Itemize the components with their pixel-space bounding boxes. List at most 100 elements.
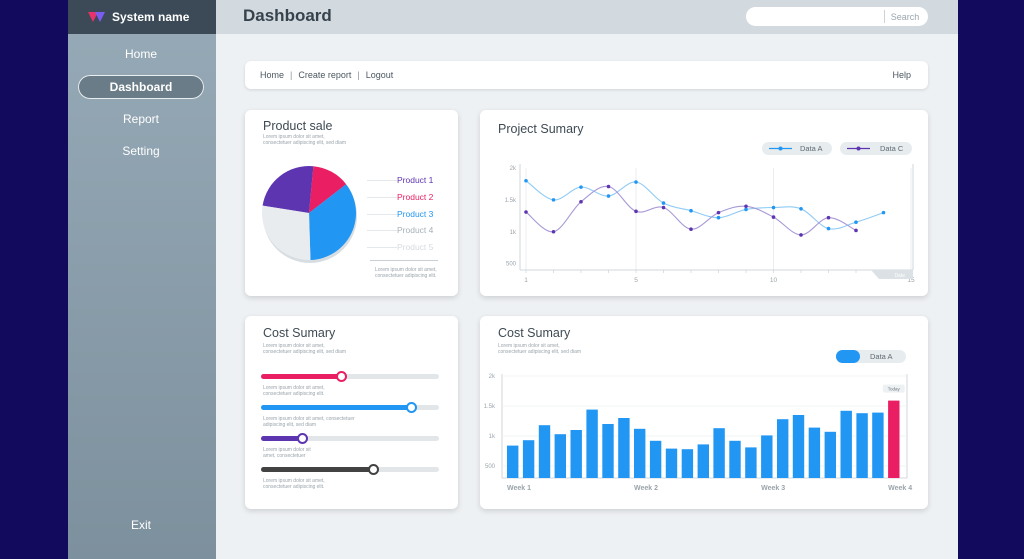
bar <box>840 410 852 478</box>
cost-slider-track[interactable] <box>261 464 439 475</box>
cost-slider-fill <box>261 405 411 410</box>
legend-product-1: Product 1 <box>397 175 434 185</box>
cost-summary-chart-card: Cost Sumary Lorem ipsum dolor sit amet, … <box>480 316 928 509</box>
bar <box>554 434 566 478</box>
data-point <box>606 194 611 198</box>
brand-name: System name <box>112 10 190 24</box>
sidebar: System name Home Dashboard Report Settin… <box>68 0 216 559</box>
data-point <box>661 201 666 205</box>
data-point <box>579 185 583 189</box>
cost-summary-sliders-card: Cost Sumary Lorem ipsum dolor sit amet, … <box>245 316 458 509</box>
y-tick-label: 2k <box>510 166 517 172</box>
data-point <box>689 208 693 213</box>
y-tick-label: 1.5k <box>484 404 496 410</box>
sidebar-item-dashboard[interactable]: Dashboard <box>78 75 204 99</box>
legend-data-a[interactable]: Data A <box>762 142 832 155</box>
data-point <box>551 229 556 234</box>
pie-slice-3 <box>309 184 357 260</box>
card-title: Cost Sumary <box>498 326 571 340</box>
data-point <box>799 233 803 237</box>
cost-slider-fill <box>261 436 302 441</box>
data-point <box>716 215 721 220</box>
card-footnote: consectetuer adipiscing elit. <box>375 273 437 279</box>
slider-caption: Lorem ipsum dolor sit amet, <box>263 478 325 484</box>
data-point <box>771 215 776 219</box>
bar <box>602 424 614 478</box>
bar <box>538 425 551 478</box>
data-point <box>716 210 721 215</box>
legend-label: Data A <box>800 144 823 153</box>
help-link[interactable]: Help <box>892 70 911 80</box>
legend-label: Data A <box>870 352 893 361</box>
bar-today <box>888 400 900 478</box>
search-box: Search <box>746 7 928 26</box>
breadcrumb-home-link[interactable]: Home <box>260 70 285 80</box>
breadcrumb-separator: | <box>290 70 293 80</box>
bar <box>665 448 678 478</box>
card-title: Product sale <box>263 119 333 133</box>
x-tick-label: 10 <box>770 277 778 284</box>
x-tick-label: 1 <box>524 277 528 284</box>
legend-product-5: Product 5 <box>397 242 434 252</box>
cost-slider-handle[interactable] <box>368 464 380 475</box>
pie-slice-4 <box>262 205 311 261</box>
bar <box>872 412 884 478</box>
data-point <box>826 226 831 231</box>
cost-slider-handle[interactable] <box>405 402 417 413</box>
brand: System name <box>68 0 216 34</box>
slider-caption: adipiscing elit, sed diam <box>263 422 317 428</box>
slider-caption: Lorem ipsum dolor sit <box>263 447 311 453</box>
legend-label: Data C <box>880 144 904 153</box>
y-tick-label: 2k <box>489 374 496 380</box>
y-tick-label: 1.5k <box>505 198 517 204</box>
cost-slider-handle[interactable] <box>296 433 308 444</box>
sidebar-item-home[interactable]: Home <box>124 47 157 61</box>
data-point <box>826 215 831 220</box>
bar <box>522 440 535 478</box>
bar <box>729 440 741 478</box>
bar <box>697 444 709 478</box>
legend-swatch <box>836 350 860 363</box>
card-subtitle: Lorem ipsum dolor sit amet, <box>263 343 325 349</box>
x-tick-label: 5 <box>634 277 638 284</box>
cost-slider-track[interactable] <box>261 402 439 413</box>
y-tick-label: 500 <box>485 464 496 470</box>
sidebar-item-exit[interactable]: Exit <box>130 518 151 532</box>
cost-slider-track[interactable] <box>261 433 439 444</box>
sidebar-item-report[interactable]: Report <box>122 112 160 126</box>
data-point <box>689 227 693 231</box>
bar <box>856 413 868 478</box>
legend-data-c[interactable]: Data C <box>840 142 912 155</box>
bar <box>586 409 598 478</box>
logo-icon <box>88 11 106 23</box>
search-button[interactable]: Search <box>886 9 924 24</box>
cost-slider-handle[interactable] <box>336 371 348 382</box>
data-point <box>854 220 858 224</box>
bar <box>745 447 757 478</box>
data-point <box>524 210 528 214</box>
bar <box>681 449 694 478</box>
date-tag <box>871 270 913 279</box>
data-point <box>634 209 638 214</box>
bar <box>649 440 662 478</box>
card-subtitle: Lorem ipsum dolor sit amet, <box>263 134 325 140</box>
bar <box>570 430 582 478</box>
legend-data-a[interactable]: Data A <box>836 350 906 363</box>
bar <box>507 445 519 478</box>
date-tag-label: Date <box>894 273 905 279</box>
card-subtitle: consectetuer adipiscing elit, sed diam <box>263 140 347 146</box>
data-point <box>551 198 556 202</box>
bar <box>808 427 821 478</box>
y-tick-label: 500 <box>506 262 517 268</box>
search-input[interactable] <box>754 9 879 24</box>
cost-slider-track[interactable] <box>261 371 439 382</box>
today-tag <box>882 384 905 393</box>
card-footnote: Lorem ipsum dolor sit amet, <box>375 267 437 273</box>
bar <box>618 418 630 478</box>
card-subtitle: consectetuer adipiscing elit, sed diam <box>263 349 347 355</box>
slider-caption: Lorem ipsum dolor sit amet, consectetuer <box>263 416 355 422</box>
breadcrumb-create-report-link[interactable]: Create report <box>298 70 352 80</box>
breadcrumb-logout-link[interactable]: Logout <box>365 70 394 80</box>
sidebar-item-setting[interactable]: Setting <box>122 144 160 158</box>
